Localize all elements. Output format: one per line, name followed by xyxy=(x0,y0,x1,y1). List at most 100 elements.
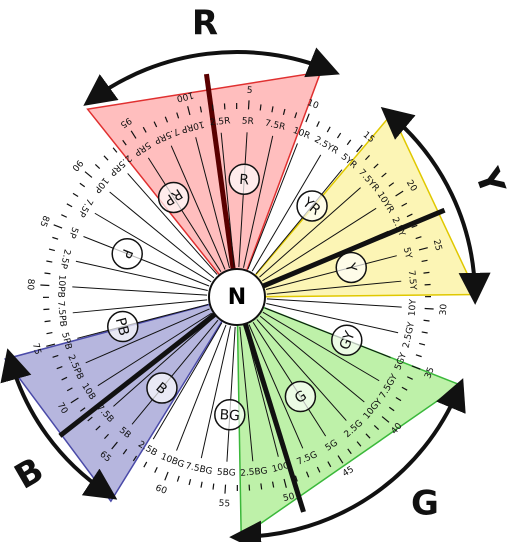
hue-tick xyxy=(46,343,56,347)
hue-label: 2.5RP xyxy=(107,152,134,177)
hue-tick xyxy=(103,155,109,161)
hue-tick xyxy=(423,319,430,322)
hue-tick xyxy=(259,104,262,111)
hue-tick xyxy=(423,271,430,274)
range-arrow xyxy=(0,348,118,500)
hue-tick xyxy=(176,112,180,119)
spoke xyxy=(247,143,298,270)
principal-hue-label: GY xyxy=(337,329,359,353)
spoke xyxy=(113,316,215,407)
hue-label: 2.5P xyxy=(58,248,72,270)
hue-label: 2.5R xyxy=(209,116,230,128)
spoke xyxy=(176,324,227,451)
hue-tick xyxy=(46,331,53,335)
spoke xyxy=(109,191,215,279)
hue-tick xyxy=(411,365,421,370)
hue-group-label: Y xyxy=(466,162,507,200)
hue-tick xyxy=(52,236,59,240)
hue-tick xyxy=(326,126,331,133)
range-arrow xyxy=(83,47,340,106)
hue-tick xyxy=(336,132,342,139)
spoke xyxy=(72,286,208,296)
hue-number: 55 xyxy=(218,499,230,510)
hue-label: 10Y xyxy=(408,299,419,317)
hue-tick xyxy=(365,154,370,161)
principal-hue-label: Y xyxy=(341,261,359,275)
spoke xyxy=(264,307,391,358)
spoke xyxy=(72,299,208,314)
hue-label: 5Y xyxy=(401,246,414,260)
hue-tick xyxy=(211,104,214,111)
neutral-circle xyxy=(208,268,266,326)
hue-tick xyxy=(53,224,63,229)
principal-hue-circle xyxy=(296,190,328,222)
hue-tick xyxy=(164,471,169,481)
hue-label: 2.5BG xyxy=(240,466,268,479)
hue-tick xyxy=(356,144,363,153)
hue-number: 50 xyxy=(282,492,296,505)
hue-number: 85 xyxy=(37,214,51,228)
hue-tick xyxy=(44,320,51,323)
spoke xyxy=(262,311,380,382)
hue-tick xyxy=(142,126,147,133)
hue-label: 2.5YR xyxy=(312,135,340,157)
hue-tick xyxy=(84,171,93,178)
hue-tick xyxy=(44,272,51,275)
spoke xyxy=(266,298,402,308)
hue-tick xyxy=(153,121,158,128)
hue-label: 10P xyxy=(91,175,110,195)
spoke xyxy=(220,132,235,268)
hue-label: 7.5P xyxy=(75,196,94,219)
hue-number: 100 xyxy=(175,89,194,103)
hue-tick xyxy=(143,461,148,468)
spoke xyxy=(255,169,343,275)
spoke xyxy=(94,212,212,283)
spoke xyxy=(251,154,322,272)
spoke xyxy=(262,207,377,282)
hue-tick xyxy=(66,203,73,208)
hue-label: 5BG xyxy=(217,468,236,479)
hue-tick xyxy=(132,455,138,462)
spoke xyxy=(147,157,222,272)
hue-tick xyxy=(424,307,434,310)
hue-tick xyxy=(79,182,86,188)
hue-number: 60 xyxy=(154,483,169,497)
hue-tick xyxy=(282,108,286,115)
hue-number: 10 xyxy=(306,98,321,112)
hue-label: 5R xyxy=(241,116,254,127)
hue-label: 7.5R xyxy=(264,119,286,133)
spoke xyxy=(259,187,361,278)
principal-hue-circle xyxy=(214,399,246,431)
spoke xyxy=(83,236,210,287)
principal-hue-circle xyxy=(157,181,190,214)
spoke xyxy=(264,230,389,286)
spoke xyxy=(77,304,209,339)
principal-hue-label: PB xyxy=(112,316,132,337)
hue-tick xyxy=(271,106,274,113)
spoke xyxy=(266,303,399,334)
hue-tick xyxy=(415,354,422,358)
spoke xyxy=(127,173,218,275)
spoke xyxy=(226,326,236,462)
hue-tick xyxy=(61,214,68,218)
hue-number: 5 xyxy=(246,86,252,96)
hue-label: 7.5BG xyxy=(184,461,213,477)
hue-label: 7.5PB xyxy=(55,301,67,328)
hue-tick xyxy=(48,248,55,252)
hue-number: 25 xyxy=(431,239,444,253)
hue-tick xyxy=(112,147,118,153)
spoke xyxy=(195,137,230,269)
principal-axis xyxy=(203,73,240,298)
hue-label: 2.5GY xyxy=(402,321,418,349)
principal-hue-label: R xyxy=(239,172,250,189)
principal-hue-circle xyxy=(331,324,363,356)
spoke xyxy=(238,132,248,268)
spoke xyxy=(75,260,208,291)
principal-hue-circle xyxy=(146,372,178,404)
hue-tick xyxy=(224,484,227,494)
hue-tick xyxy=(176,475,180,482)
hue-number: 80 xyxy=(25,278,36,290)
hue-tick xyxy=(294,112,298,119)
hue-number: 35 xyxy=(423,366,437,380)
